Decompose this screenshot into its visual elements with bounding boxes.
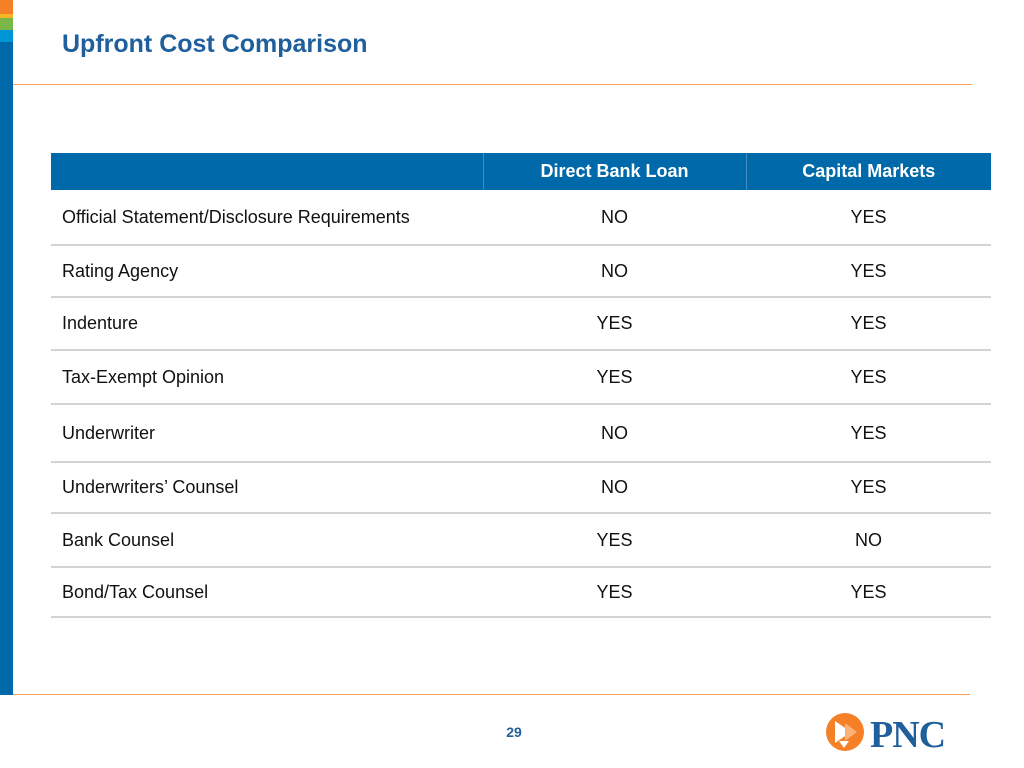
row-label: Underwriters’ Counsel bbox=[51, 462, 483, 514]
row-label: Official Statement/Disclosure Requiremen… bbox=[51, 190, 483, 246]
table-row: Underwriters’ Counsel NO YES bbox=[51, 462, 991, 514]
direct-bank-loan-value: YES bbox=[483, 513, 746, 568]
left-accent-bar bbox=[0, 0, 13, 695]
capital-markets-value: YES bbox=[746, 567, 991, 618]
row-label: Indenture bbox=[51, 297, 483, 351]
header-capital-markets: Capital Markets bbox=[745, 153, 991, 190]
row-label: Rating Agency bbox=[51, 245, 483, 298]
direct-bank-loan-value: YES bbox=[483, 297, 746, 351]
table-row: Underwriter NO YES bbox=[51, 404, 991, 463]
pnc-logo-text: PNC bbox=[870, 714, 945, 753]
slide-title: Upfront Cost Comparison bbox=[62, 30, 368, 58]
pnc-logo: PNC bbox=[826, 713, 946, 753]
table-row: Official Statement/Disclosure Requiremen… bbox=[51, 190, 991, 246]
pnc-logo-icon bbox=[826, 713, 864, 751]
table-row: Bank Counsel YES NO bbox=[51, 513, 991, 568]
row-label: Bond/Tax Counsel bbox=[51, 567, 483, 618]
row-label: Underwriter bbox=[51, 404, 483, 463]
footer-divider bbox=[13, 694, 970, 695]
capital-markets-value: YES bbox=[746, 245, 991, 298]
capital-markets-value: YES bbox=[746, 297, 991, 351]
header-cell-blank bbox=[51, 153, 483, 190]
cost-comparison-table: Direct Bank Loan Capital Markets Officia… bbox=[51, 153, 991, 618]
table-row: Bond/Tax Counsel YES YES bbox=[51, 567, 991, 618]
capital-markets-value: YES bbox=[746, 462, 991, 514]
row-label: Bank Counsel bbox=[51, 513, 483, 568]
title-divider bbox=[13, 84, 972, 85]
capital-markets-value: NO bbox=[746, 513, 991, 568]
capital-markets-value: YES bbox=[746, 190, 991, 246]
capital-markets-value: YES bbox=[746, 350, 991, 405]
direct-bank-loan-value: NO bbox=[483, 190, 746, 246]
green-swatch bbox=[0, 18, 13, 30]
header-direct-bank-loan: Direct Bank Loan bbox=[482, 153, 746, 190]
orange-swatch bbox=[0, 0, 13, 14]
direct-bank-loan-value: NO bbox=[483, 245, 746, 298]
direct-bank-loan-value: YES bbox=[483, 350, 746, 405]
table-row: Indenture YES YES bbox=[51, 297, 991, 351]
capital-markets-value: YES bbox=[746, 404, 991, 463]
direct-bank-loan-value: YES bbox=[483, 567, 746, 618]
table-header-row: Direct Bank Loan Capital Markets bbox=[51, 153, 991, 190]
table-row: Rating Agency NO YES bbox=[51, 245, 991, 298]
row-label: Tax-Exempt Opinion bbox=[51, 350, 483, 405]
yellow-swatch bbox=[0, 14, 13, 18]
page-number: 29 bbox=[506, 724, 522, 740]
direct-bank-loan-value: NO bbox=[483, 462, 746, 514]
cyan-swatch bbox=[0, 30, 13, 42]
table-row: Tax-Exempt Opinion YES YES bbox=[51, 350, 991, 405]
direct-bank-loan-value: NO bbox=[483, 404, 746, 463]
